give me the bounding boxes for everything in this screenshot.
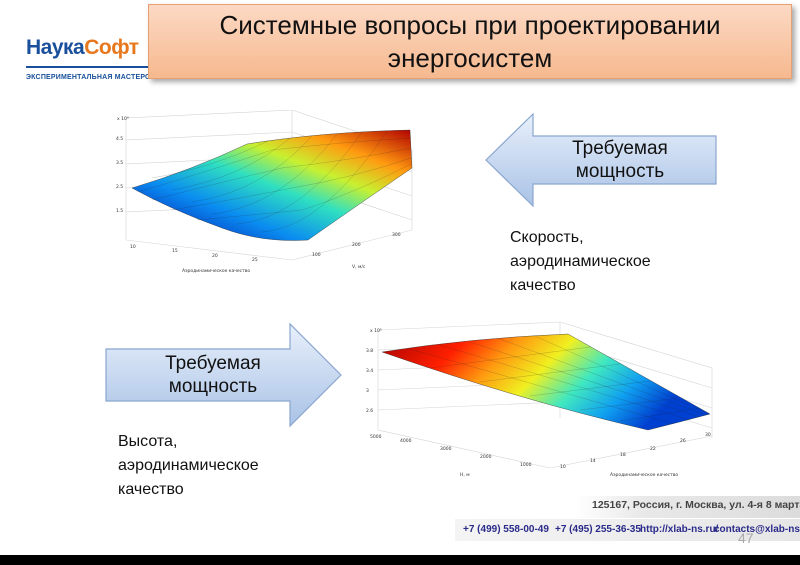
svg-text:26: 26 [680, 438, 686, 444]
svg-text:1.5: 1.5 [116, 208, 123, 214]
axis-tick-labels: x 10⁴ 4.5 3.5 2.5 1.5 10 15 20 25 100 200 300 Аэр… [116, 116, 401, 274]
surface-mesh [381, 333, 711, 431]
axis-tick-labels: x 10⁵ 3.8 3.4 3 2.6 5000 4000 3000 2000 1000 10 1… [366, 328, 711, 478]
surface-plot-power-vs-altitude: x 10⁵ 3.8 3.4 3 2.6 5000 4000 3000 2000 1000 10 1… [366, 321, 713, 478]
logo-underline [26, 66, 154, 68]
bottom-bar [0, 555, 800, 565]
caption-altitude-aero-quality: Высота, аэродинамическое качество [118, 433, 259, 498]
surface-plot-power-vs-speed: x 10⁴ 4.5 3.5 2.5 1.5 10 15 20 25 100 200 300 Аэр… [116, 110, 413, 274]
surface-mesh-lines [137, 130, 412, 233]
svg-text:18: 18 [620, 452, 626, 458]
footer-contact-bar [455, 519, 800, 541]
footer-phone-1: +7 (499) 558-00-49 [463, 524, 549, 535]
svg-text:22: 22 [650, 446, 656, 452]
svg-text:1000: 1000 [520, 462, 532, 468]
svg-text:3: 3 [366, 388, 369, 394]
svg-text:x 10⁴: x 10⁴ [117, 116, 129, 122]
svg-text:200: 200 [352, 242, 361, 248]
logo-wordmark: НаукаСофт [26, 36, 139, 59]
svg-text:20: 20 [212, 253, 218, 259]
footer-address-bar [575, 496, 800, 518]
svg-text:x 10⁵: x 10⁵ [370, 328, 382, 334]
svg-text:3000: 3000 [440, 446, 452, 452]
page-number: 47 [738, 530, 754, 546]
svg-text:3.5: 3.5 [116, 160, 123, 166]
slide-title: Системные вопросы при проектировании энер… [148, 4, 792, 79]
svg-text:10: 10 [130, 244, 136, 250]
svg-text:2.5: 2.5 [116, 184, 123, 190]
svg-text:2.6: 2.6 [366, 408, 373, 414]
svg-text:10: 10 [560, 464, 566, 470]
footer-email-link[interactable]: contacts@xlab-ns.ru [714, 524, 800, 535]
svg-text:2000: 2000 [480, 454, 492, 460]
arrow-bottom-label: Требуемая мощность [165, 353, 261, 397]
svg-text:Аэродинамическое качество: Аэродинамическое качество [182, 268, 250, 274]
svg-text:100: 100 [312, 252, 321, 258]
svg-text:3.4: 3.4 [366, 368, 373, 374]
surface-mesh-lines [409, 335, 710, 425]
svg-text:15: 15 [172, 248, 178, 254]
svg-text:25: 25 [252, 257, 258, 263]
company-logo: НаукаСофт ЭКСПЕРИМЕНТАЛЬНАЯ МАСТЕРСКАЯ [12, 36, 165, 84]
footer-phone-2: +7 (495) 255-36-35 [555, 524, 641, 535]
surface-mesh [131, 129, 413, 241]
slide-title-text: Системные вопросы при проектировании энер… [219, 9, 721, 73]
svg-text:5000: 5000 [370, 434, 382, 440]
svg-text:30: 30 [705, 432, 711, 438]
caption-speed-aero-quality: Скорость, аэродинамическое качество [510, 229, 651, 294]
svg-text:H, м: H, м [460, 472, 470, 478]
footer-site-link[interactable]: http://xlab-ns.ru/ [640, 524, 719, 535]
svg-text:4000: 4000 [400, 438, 412, 444]
svg-text:V, м/с: V, м/с [352, 264, 366, 270]
arrow-required-power-right [105, 322, 342, 428]
svg-text:300: 300 [392, 232, 401, 238]
svg-text:14: 14 [590, 458, 596, 464]
arrow-top-label: Требуемая мощность [572, 138, 668, 182]
logo-subtitle: ЭКСПЕРИМЕНТАЛЬНАЯ МАСТЕРСКАЯ [26, 74, 166, 81]
arrow-required-power-left [485, 112, 717, 208]
svg-text:Аэродинамическое качество: Аэродинамическое качество [610, 472, 678, 478]
svg-text:4.5: 4.5 [116, 136, 123, 142]
footer-address: 125167, Россия, г. Москва, ул. 4-я 8 мар… [592, 499, 800, 511]
svg-text:3.8: 3.8 [366, 348, 373, 354]
